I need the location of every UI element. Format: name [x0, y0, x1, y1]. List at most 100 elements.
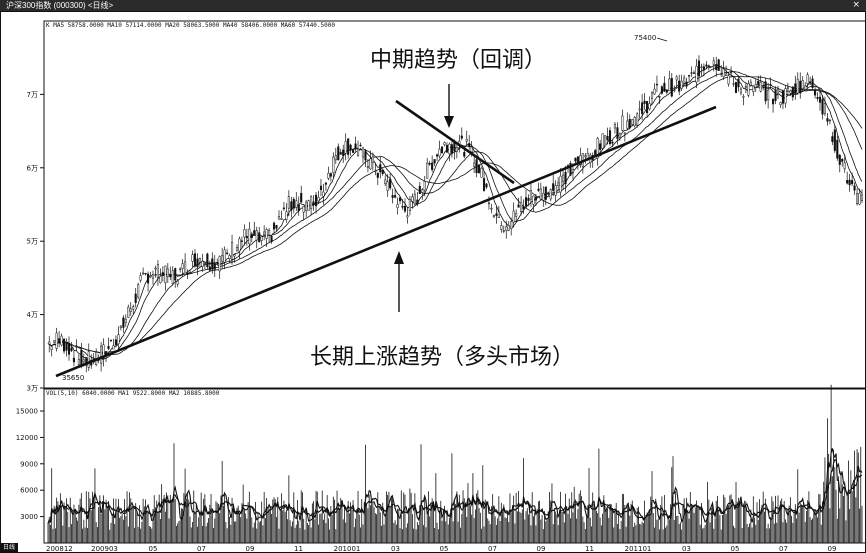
- candle-body: [253, 230, 256, 236]
- candle-body: [203, 262, 206, 265]
- candle-body: [465, 139, 468, 142]
- candle-body: [534, 196, 537, 201]
- candle-body: [522, 206, 525, 210]
- candle-body: [314, 194, 318, 207]
- candle-body: [480, 168, 483, 178]
- candle-body: [492, 215, 495, 217]
- candle-body: [747, 83, 750, 96]
- candle-body: [384, 179, 387, 185]
- candle-body: [369, 158, 372, 170]
- candle-body: [730, 71, 733, 74]
- candle-body: [841, 158, 844, 162]
- candle-body: [695, 66, 698, 83]
- candle-body: [759, 82, 762, 92]
- candle-body: [611, 141, 614, 144]
- volume-ma10-line: [47, 458, 863, 524]
- candle-body: [216, 262, 219, 264]
- candle-body: [156, 264, 159, 278]
- candle-body: [280, 218, 283, 220]
- candle-body: [650, 91, 654, 99]
- candle-body: [851, 180, 854, 185]
- candle-body: [65, 343, 68, 351]
- candle-body: [235, 246, 239, 252]
- candle-body: [154, 267, 157, 270]
- candle-body: [70, 347, 73, 352]
- candle-body: [811, 78, 814, 88]
- candle-body: [720, 73, 723, 75]
- ma60-line: [47, 75, 863, 353]
- candle-body: [539, 188, 542, 200]
- candle-body: [665, 89, 668, 93]
- candle-body: [690, 72, 693, 74]
- candle-body: [552, 183, 555, 191]
- x-tick-label: 200812: [46, 545, 73, 553]
- candle-body: [421, 189, 424, 193]
- candle-body: [478, 164, 481, 174]
- candle-body: [329, 173, 332, 177]
- candle-body: [744, 86, 747, 88]
- volume-tick-label: 3000: [20, 513, 38, 521]
- candle-body: [413, 193, 416, 205]
- candle-body: [675, 76, 678, 81]
- candle-body: [226, 252, 229, 254]
- candle-body: [648, 103, 651, 110]
- candle-body: [198, 258, 201, 263]
- candle-body: [636, 113, 639, 126]
- x-tick-label: 03: [391, 545, 400, 553]
- trough-value-label: 35650: [62, 374, 84, 382]
- candle-body: [638, 108, 641, 111]
- price-tick-label: 3万: [27, 385, 38, 393]
- candle-body: [144, 272, 147, 275]
- candle-body: [82, 359, 85, 363]
- candle-body: [781, 90, 784, 104]
- candle-body: [179, 268, 182, 270]
- candle-body: [799, 80, 802, 94]
- candle-body: [337, 146, 340, 161]
- candle-body: [174, 268, 177, 281]
- candle-body: [505, 226, 508, 231]
- candle-body: [707, 65, 710, 67]
- candle-body: [263, 231, 266, 235]
- candle-body: [305, 201, 308, 211]
- candle-body: [436, 154, 439, 157]
- candle-body: [124, 318, 127, 324]
- candle-body: [655, 83, 659, 86]
- candle-body: [470, 146, 473, 153]
- candle-body: [779, 102, 782, 106]
- candle-body: [804, 85, 807, 90]
- candle-body: [668, 78, 671, 92]
- candle-body: [673, 89, 676, 91]
- candle-body: [848, 179, 851, 186]
- candle-body: [364, 151, 367, 161]
- candle-body: [379, 164, 382, 173]
- period-button[interactable]: 日线: [0, 543, 19, 553]
- candle-body: [60, 335, 63, 346]
- candle-body: [512, 210, 515, 223]
- candle-body: [310, 196, 313, 209]
- candle-body: [623, 132, 626, 135]
- candle-body: [599, 143, 602, 150]
- candle-body: [831, 136, 834, 142]
- candle-body: [381, 170, 384, 174]
- candle-body: [670, 77, 673, 97]
- candle-body: [270, 236, 273, 243]
- price-tick-label: 6万: [27, 164, 38, 172]
- candle-body: [181, 263, 184, 269]
- mid-term-trendline: [395, 99, 515, 185]
- candle-body: [663, 82, 666, 92]
- candle-body: [191, 254, 194, 262]
- x-tick-label: 201001: [334, 545, 361, 553]
- candle-body: [292, 198, 295, 209]
- candle-body: [843, 162, 846, 170]
- candle-body: [628, 119, 631, 129]
- candle-body: [255, 230, 258, 241]
- up-arrow-icon: [394, 251, 404, 264]
- x-tick-label: 09: [246, 545, 255, 553]
- close-icon[interactable]: ×: [852, 0, 860, 10]
- candle-body: [416, 199, 419, 205]
- candle-body: [816, 97, 819, 99]
- candle-body: [122, 317, 125, 328]
- candle-body: [658, 96, 661, 98]
- candle-body: [705, 64, 708, 67]
- candle-body: [680, 80, 683, 89]
